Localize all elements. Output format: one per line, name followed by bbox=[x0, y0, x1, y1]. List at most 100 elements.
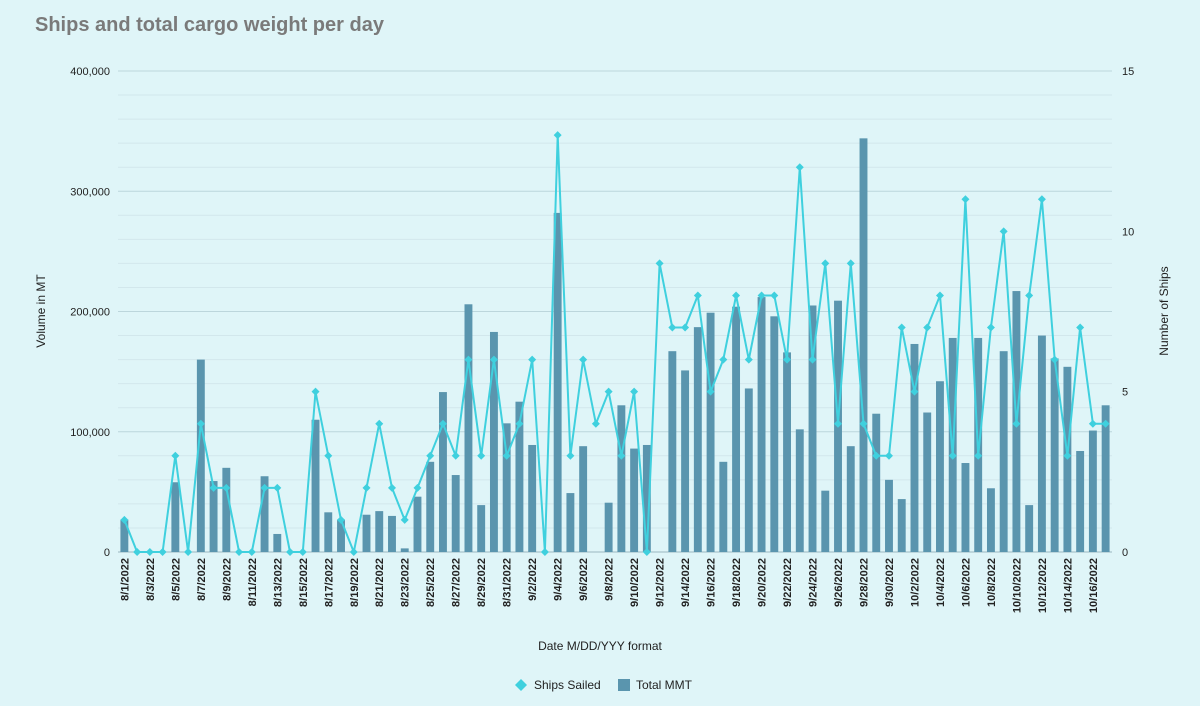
ships-sailed-point bbox=[438, 419, 447, 428]
y-left-tick-label: 0 bbox=[104, 547, 110, 559]
ships-sailed-point bbox=[145, 548, 154, 556]
x-tick-label: 8/25/2022 bbox=[425, 558, 437, 607]
ships-sailed-point bbox=[171, 451, 180, 460]
bar bbox=[783, 352, 791, 552]
bar bbox=[273, 533, 282, 552]
x-tick-label: 9/8/2022 bbox=[604, 558, 616, 601]
bar bbox=[388, 515, 396, 552]
bar bbox=[1025, 505, 1034, 552]
bar bbox=[859, 138, 868, 552]
x-tick-label: 9/30/2022 bbox=[884, 558, 896, 607]
x-tick-label: 9/16/2022 bbox=[706, 558, 718, 607]
x-tick-label: 8/1/2022 bbox=[119, 558, 131, 601]
x-tick-label: 8/5/2022 bbox=[170, 558, 182, 601]
ships-sailed-point bbox=[732, 291, 741, 300]
x-tick-label: 8/3/2022 bbox=[145, 558, 157, 601]
ships-sailed-point bbox=[324, 451, 333, 460]
x-tick-label: 8/21/2022 bbox=[374, 558, 386, 607]
bar bbox=[872, 413, 881, 552]
bar bbox=[171, 482, 180, 552]
ships-sailed-point bbox=[604, 387, 613, 396]
bar bbox=[986, 488, 995, 552]
y-left-axis-title: Volume in MT bbox=[34, 274, 48, 348]
y-right-tick-label: 15 bbox=[1122, 66, 1134, 78]
bar bbox=[910, 343, 919, 552]
ships-sailed-point bbox=[502, 451, 511, 460]
bar bbox=[923, 412, 932, 552]
ships-sailed-point bbox=[311, 387, 320, 396]
legend-ships-sailed-label: Ships Sailed bbox=[534, 678, 601, 692]
x-tick-label: 8/13/2022 bbox=[272, 558, 284, 607]
x-tick-label: 10/4/2022 bbox=[935, 558, 947, 607]
ships-sailed-point bbox=[617, 451, 626, 460]
bar bbox=[464, 304, 473, 552]
ships-sailed-point bbox=[948, 451, 957, 460]
x-tick-label: 9/22/2022 bbox=[782, 558, 794, 607]
bar bbox=[579, 446, 588, 552]
bar bbox=[477, 505, 486, 552]
ships-sailed-point bbox=[923, 323, 932, 332]
ships-sailed-point bbox=[1025, 291, 1034, 300]
ships-sailed-point bbox=[349, 548, 358, 556]
bar bbox=[936, 381, 944, 552]
y-left-tick-label: 200,000 bbox=[70, 307, 110, 319]
bar bbox=[681, 370, 690, 552]
x-tick-label: 9/10/2022 bbox=[629, 558, 641, 607]
bar bbox=[642, 444, 651, 552]
ships-sailed-point bbox=[642, 548, 651, 556]
bar bbox=[222, 467, 231, 552]
x-tick-label: 9/12/2022 bbox=[655, 558, 667, 607]
ships-sailed-point bbox=[337, 515, 346, 524]
bar bbox=[413, 496, 422, 552]
x-tick-label: 10/14/2022 bbox=[1062, 558, 1074, 613]
ships-sailed-point bbox=[413, 483, 422, 492]
bar bbox=[311, 419, 320, 552]
bar bbox=[120, 519, 129, 552]
bar bbox=[846, 446, 855, 552]
bar bbox=[196, 359, 205, 552]
ships-sailed-point bbox=[783, 355, 792, 364]
x-tick-label: 9/24/2022 bbox=[808, 558, 820, 607]
legend-total-mmt-marker bbox=[618, 679, 630, 691]
legend-ships-sailed-marker bbox=[515, 679, 527, 691]
ships-sailed-point bbox=[1037, 195, 1046, 204]
bar bbox=[897, 499, 906, 552]
chart-title: Ships and total cargo weight per day bbox=[35, 14, 384, 36]
x-axis-title: Date M/DD/YYY format bbox=[538, 639, 662, 653]
y-right-tick-label: 5 bbox=[1122, 387, 1128, 399]
ships-sailed-point bbox=[1012, 419, 1021, 428]
x-tick-label: 8/19/2022 bbox=[349, 558, 361, 607]
ships-sailed-point bbox=[846, 259, 855, 268]
ships-sailed-point bbox=[974, 451, 983, 460]
ships-sailed-point bbox=[630, 387, 639, 396]
ships-sailed-point bbox=[298, 548, 307, 556]
bar bbox=[693, 327, 702, 552]
ships-sailed-point bbox=[235, 548, 244, 556]
x-tick-label: 10/16/2022 bbox=[1088, 558, 1100, 613]
ships-sailed-point bbox=[222, 483, 231, 492]
ships-sailed-point bbox=[693, 291, 702, 300]
ships-sailed-point bbox=[935, 291, 944, 300]
ships-sailed-point bbox=[120, 515, 129, 524]
x-tick-label: 10/6/2022 bbox=[960, 558, 972, 607]
bar bbox=[337, 519, 345, 552]
ships-sailed-point bbox=[591, 419, 600, 428]
bar bbox=[375, 511, 384, 552]
bar bbox=[885, 479, 893, 552]
bar bbox=[553, 212, 562, 552]
bar bbox=[515, 401, 524, 552]
x-tick-label: 9/18/2022 bbox=[731, 558, 743, 607]
y-left-tick-label: 300,000 bbox=[70, 186, 110, 198]
ships-sailed-point bbox=[706, 387, 715, 396]
ships-sailed-point bbox=[247, 548, 256, 556]
bar bbox=[1037, 335, 1046, 552]
ships-sailed-point bbox=[872, 451, 881, 460]
ships-sailed-point bbox=[400, 515, 409, 524]
ships-sailed-point bbox=[184, 548, 193, 556]
bar bbox=[566, 493, 575, 552]
bar bbox=[808, 305, 817, 552]
bar bbox=[821, 490, 830, 552]
bar bbox=[1101, 405, 1110, 552]
bar bbox=[668, 351, 677, 552]
